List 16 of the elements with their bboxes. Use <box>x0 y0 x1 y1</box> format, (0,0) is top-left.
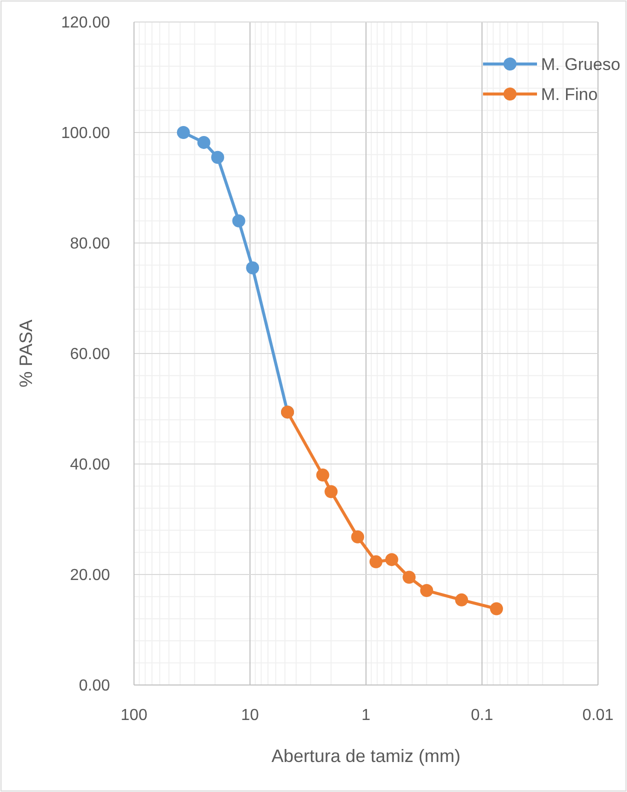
x-tick-label: 0.01 <box>582 707 614 724</box>
x-tick-label: 10 <box>241 707 259 724</box>
legend-label: M. Fino <box>541 84 598 104</box>
x-tick-label: 100 <box>120 707 148 724</box>
x-tick-label: 1 <box>362 707 371 724</box>
legend-label: M. Grueso <box>541 54 620 74</box>
y-tick-label: 0.00 <box>78 678 110 695</box>
x-axis-title: Abertura de tamiz (mm) <box>271 746 461 766</box>
y-axis-title: % PASA <box>16 320 36 388</box>
y-tick-label: 100.00 <box>61 125 110 142</box>
y-tick-label: 40.00 <box>70 456 110 474</box>
y-tick-label: 120.00 <box>61 14 110 32</box>
x-tick-label: 0.1 <box>470 707 494 724</box>
y-tick-label: 80.00 <box>70 236 110 253</box>
y-tick-label: 60.00 <box>70 346 110 364</box>
y-tick-label: 20.00 <box>70 567 110 584</box>
